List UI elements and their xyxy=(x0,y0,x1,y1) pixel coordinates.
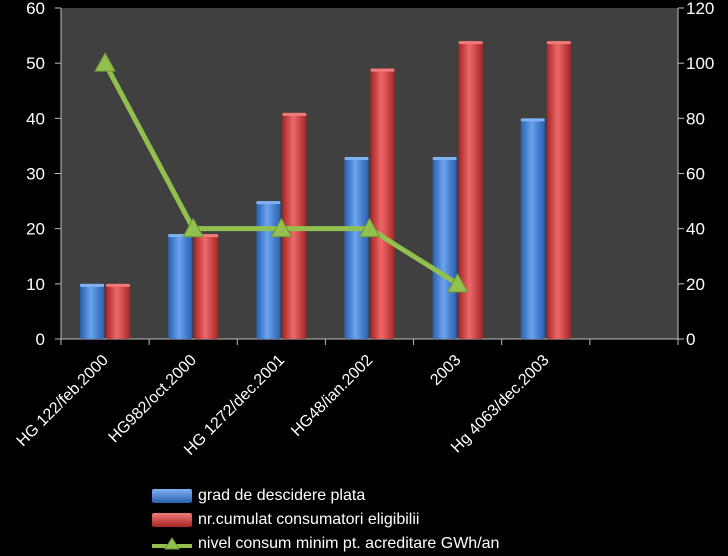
bar-top-highlight xyxy=(370,68,395,72)
legend-key-blue xyxy=(152,489,192,503)
legend-item-blue: grad de descidere plata xyxy=(152,484,499,508)
bar-top-highlight xyxy=(256,201,281,205)
bar-top-highlight xyxy=(344,156,369,160)
bar-top-highlight xyxy=(80,283,105,287)
bar-blue xyxy=(80,283,105,339)
left-tick-label: 30 xyxy=(26,165,45,184)
bar-top-highlight xyxy=(458,41,483,45)
bar-red xyxy=(458,41,483,339)
bar-blue xyxy=(344,156,369,339)
line-point-marker xyxy=(358,217,381,238)
right-tick-label: 40 xyxy=(686,220,705,239)
left-tick-label: 20 xyxy=(26,220,45,239)
left-tick-label: 40 xyxy=(26,109,45,128)
right-tick-label: 60 xyxy=(686,165,705,184)
bar-red xyxy=(194,234,219,339)
triangle-marker-icon xyxy=(152,537,192,550)
legend-item-green: nivel consum minim pt. acreditare GWh/an xyxy=(152,532,499,556)
legend: grad de descidere plata nr.cumulat consu… xyxy=(152,484,499,556)
category-label: 2003 xyxy=(427,352,464,389)
legend-key-green xyxy=(152,537,192,551)
bar-red xyxy=(370,68,395,339)
legend-label: nivel consum minim pt. acreditare GWh/an xyxy=(198,535,500,552)
line-point-marker xyxy=(446,272,469,293)
category-label: HG982/oct.2000 xyxy=(106,352,200,446)
left-tick-label: 0 xyxy=(36,330,45,349)
category-label: HG 1272/dec.2001 xyxy=(181,352,288,459)
bar-top-highlight xyxy=(432,156,457,160)
right-tick-label: 20 xyxy=(686,275,705,294)
bar-top-highlight xyxy=(546,41,571,45)
bar-blue xyxy=(256,201,281,339)
line-point-marker xyxy=(182,217,205,238)
bar-red xyxy=(546,41,571,339)
bar-blue xyxy=(520,118,545,339)
bar-top-highlight xyxy=(282,112,307,116)
line-point-marker xyxy=(94,52,116,72)
plot-area xyxy=(61,8,678,339)
category-label: HG 122/feb.2000 xyxy=(14,352,112,450)
left-tick-label: 60 xyxy=(26,0,45,18)
bar-red xyxy=(282,112,307,339)
bar-blue xyxy=(432,156,457,339)
legend-label: nr.cumulat consumatori eligibilii xyxy=(198,511,420,528)
legend-key-red xyxy=(152,513,192,527)
left-tick-label: 10 xyxy=(26,275,45,294)
right-tick-label: 120 xyxy=(686,0,714,18)
legend-label: grad de descidere plata xyxy=(198,487,366,504)
bar-top-highlight xyxy=(106,283,131,287)
right-tick-label: 80 xyxy=(686,109,705,128)
right-tick-label: 0 xyxy=(686,330,695,349)
legend-item-red: nr.cumulat consumatori eligibilii xyxy=(152,508,499,532)
bar-top-highlight xyxy=(520,118,545,122)
category-label: Hg 4063/dec.2003 xyxy=(448,352,553,457)
bar-red xyxy=(106,283,131,339)
bar-blue xyxy=(168,234,193,339)
category-label: HG48/ian.2002 xyxy=(288,352,376,440)
left-tick-label: 50 xyxy=(26,54,45,73)
right-tick-label: 100 xyxy=(686,54,714,73)
line-point-marker xyxy=(270,217,293,238)
